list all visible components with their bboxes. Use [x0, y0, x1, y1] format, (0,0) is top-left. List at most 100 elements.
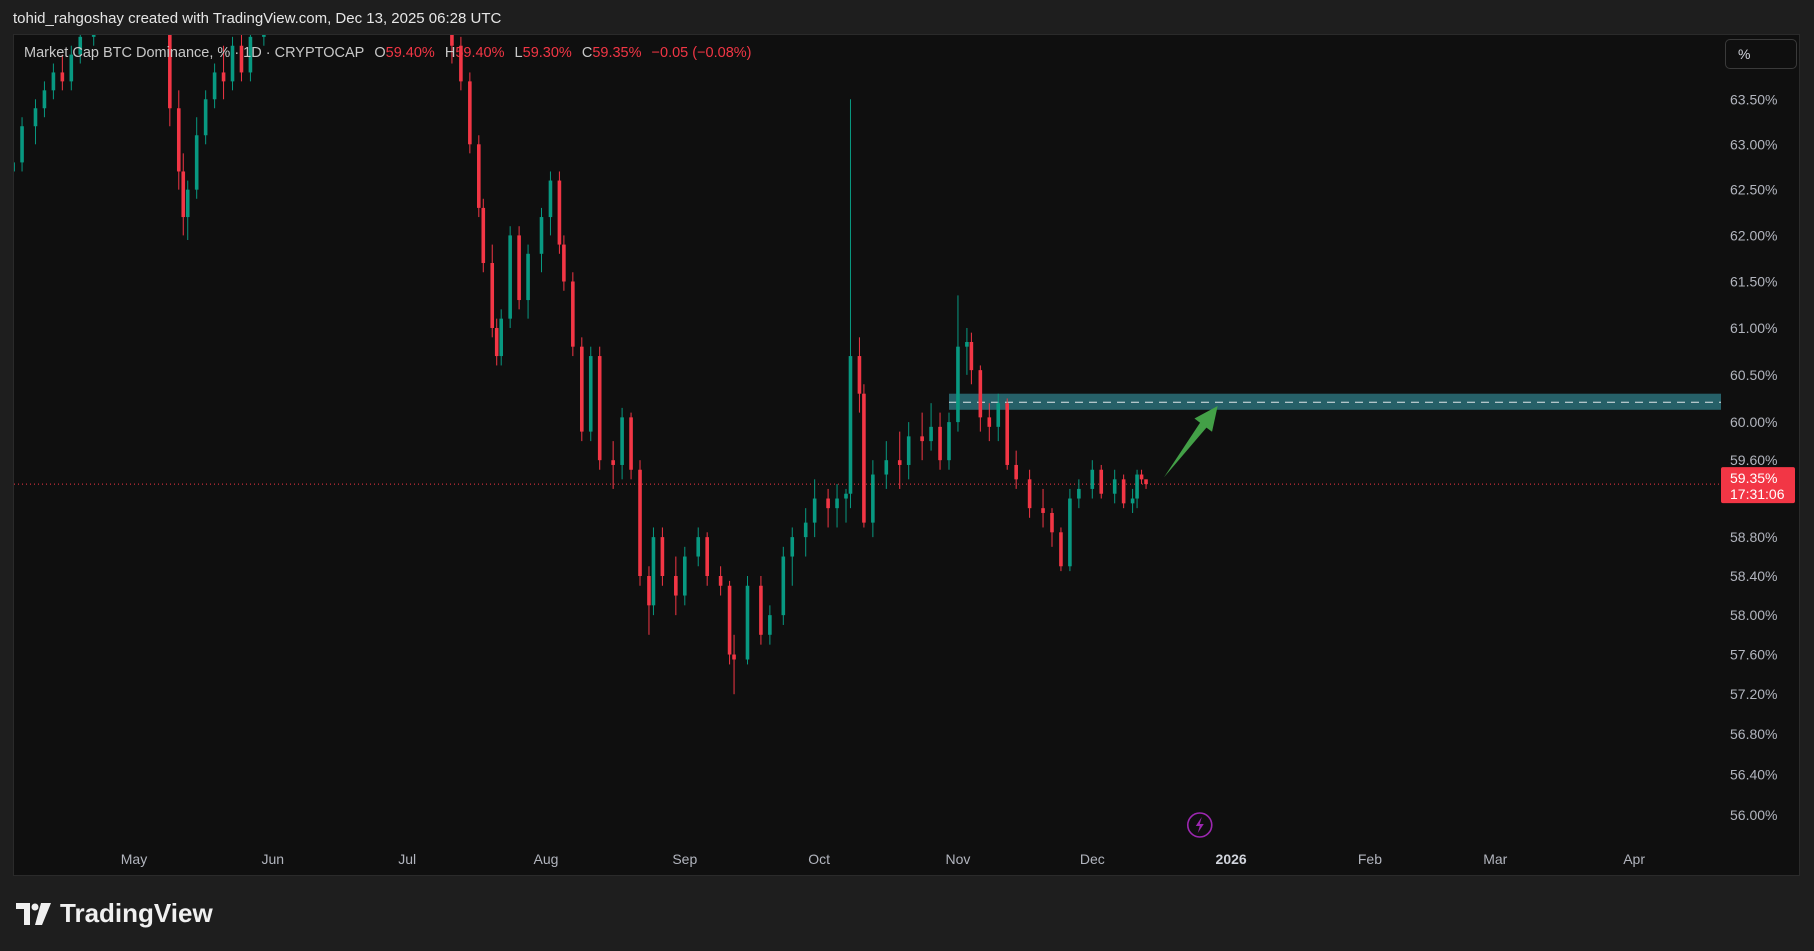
candle[interactable]	[1027, 469, 1032, 518]
candle[interactable]	[51, 63, 56, 100]
candle[interactable]	[947, 412, 951, 470]
candle[interactable]	[871, 460, 875, 538]
candle[interactable]	[526, 244, 530, 319]
lightning-icon[interactable]	[1186, 812, 1213, 838]
candle[interactable]	[768, 605, 772, 645]
candle[interactable]	[620, 407, 624, 480]
candle[interactable]	[996, 393, 1001, 442]
candle[interactable]	[1005, 398, 1010, 470]
scale-unit-button[interactable]: %	[1725, 39, 1797, 69]
candle[interactable]	[580, 337, 584, 442]
candle[interactable]	[1059, 527, 1063, 572]
candle[interactable]	[185, 180, 190, 240]
candle[interactable]	[14, 153, 15, 180]
candle[interactable]	[42, 81, 47, 118]
candle[interactable]	[1135, 469, 1139, 509]
candle[interactable]	[812, 479, 817, 538]
candle[interactable]	[848, 99, 853, 509]
candle[interactable]	[597, 346, 602, 470]
candle[interactable]	[69, 45, 74, 91]
candle[interactable]	[517, 226, 521, 310]
candle[interactable]	[1139, 469, 1144, 485]
candle[interactable]	[78, 35, 83, 64]
candle[interactable]	[920, 412, 924, 461]
candle[interactable]	[1099, 464, 1104, 499]
candle[interactable]	[1077, 479, 1081, 509]
candle[interactable]	[790, 527, 795, 586]
candle[interactable]	[176, 90, 181, 190]
candle[interactable]	[557, 171, 562, 254]
candle[interactable]	[611, 441, 615, 489]
candle[interactable]	[1144, 479, 1148, 489]
candle[interactable]	[978, 365, 983, 432]
candle[interactable]	[1041, 488, 1045, 528]
candle[interactable]	[239, 35, 244, 82]
resistance-zone[interactable]	[948, 393, 1721, 410]
candle[interactable]	[60, 54, 65, 91]
candle[interactable]	[651, 527, 656, 616]
candle[interactable]	[168, 35, 172, 127]
candle[interactable]	[906, 422, 911, 480]
candle[interactable]	[803, 508, 808, 557]
candle[interactable]	[696, 527, 701, 567]
candle[interactable]	[203, 90, 208, 145]
candle[interactable]	[884, 441, 889, 489]
candle[interactable]	[548, 171, 553, 236]
candle[interactable]	[494, 318, 499, 366]
candle[interactable]	[660, 527, 665, 586]
candle[interactable]	[759, 576, 763, 645]
candle[interactable]	[20, 117, 24, 172]
candle[interactable]	[91, 35, 96, 46]
candle[interactable]	[1014, 450, 1018, 489]
candle[interactable]	[499, 309, 503, 366]
candle[interactable]	[638, 460, 642, 586]
candlestick-chart[interactable]: 63.50% 63.00% 62.50% 62.00% 61.50% 61.00% 60.5…	[14, 35, 1800, 876]
symbol-title[interactable]: Market Cap BTC Dominance, % · 1D · CRYPT…	[24, 45, 365, 61]
candle[interactable]	[682, 546, 687, 606]
candle[interactable]	[938, 412, 942, 470]
candle[interactable]	[745, 576, 750, 665]
candle[interactable]	[194, 117, 199, 199]
chart-pane[interactable]: Market Cap BTC Dominance, % · 1D · CRYPT…	[13, 34, 1800, 876]
candle[interactable]	[1050, 508, 1054, 547]
candle[interactable]	[588, 346, 593, 442]
candle[interactable]	[230, 36, 235, 91]
candle[interactable]	[987, 403, 992, 442]
candle[interactable]	[221, 45, 226, 100]
candle[interactable]	[450, 35, 454, 64]
candle[interactable]	[477, 135, 481, 218]
candle[interactable]	[857, 337, 862, 413]
candle[interactable]	[262, 35, 266, 46]
candle[interactable]	[508, 226, 512, 328]
candle[interactable]	[732, 634, 736, 695]
candle[interactable]	[835, 484, 839, 528]
candle[interactable]	[33, 99, 38, 145]
candle[interactable]	[459, 36, 463, 91]
candle[interactable]	[956, 295, 960, 432]
candle[interactable]	[1130, 488, 1135, 513]
candle[interactable]	[781, 546, 786, 625]
candle[interactable]	[647, 566, 651, 635]
candle[interactable]	[571, 272, 575, 357]
candle[interactable]	[629, 412, 633, 480]
candle[interactable]	[897, 431, 902, 489]
candle[interactable]	[562, 235, 566, 291]
candle[interactable]	[965, 327, 969, 375]
candle[interactable]	[826, 488, 830, 528]
candle[interactable]	[212, 63, 217, 109]
candle[interactable]	[481, 198, 486, 273]
candle[interactable]	[1121, 474, 1126, 509]
candle[interactable]	[539, 207, 544, 273]
candle[interactable]	[718, 566, 723, 596]
candle[interactable]	[862, 384, 866, 528]
candle[interactable]	[727, 580, 732, 665]
candle[interactable]	[248, 35, 253, 82]
candle[interactable]	[674, 556, 678, 616]
candle[interactable]	[468, 72, 472, 154]
candle[interactable]	[969, 332, 974, 385]
candle[interactable]	[844, 488, 848, 523]
candle[interactable]	[490, 244, 495, 338]
candle[interactable]	[1090, 460, 1095, 499]
candle[interactable]	[705, 532, 709, 586]
trend-arrow[interactable]	[1163, 405, 1218, 478]
